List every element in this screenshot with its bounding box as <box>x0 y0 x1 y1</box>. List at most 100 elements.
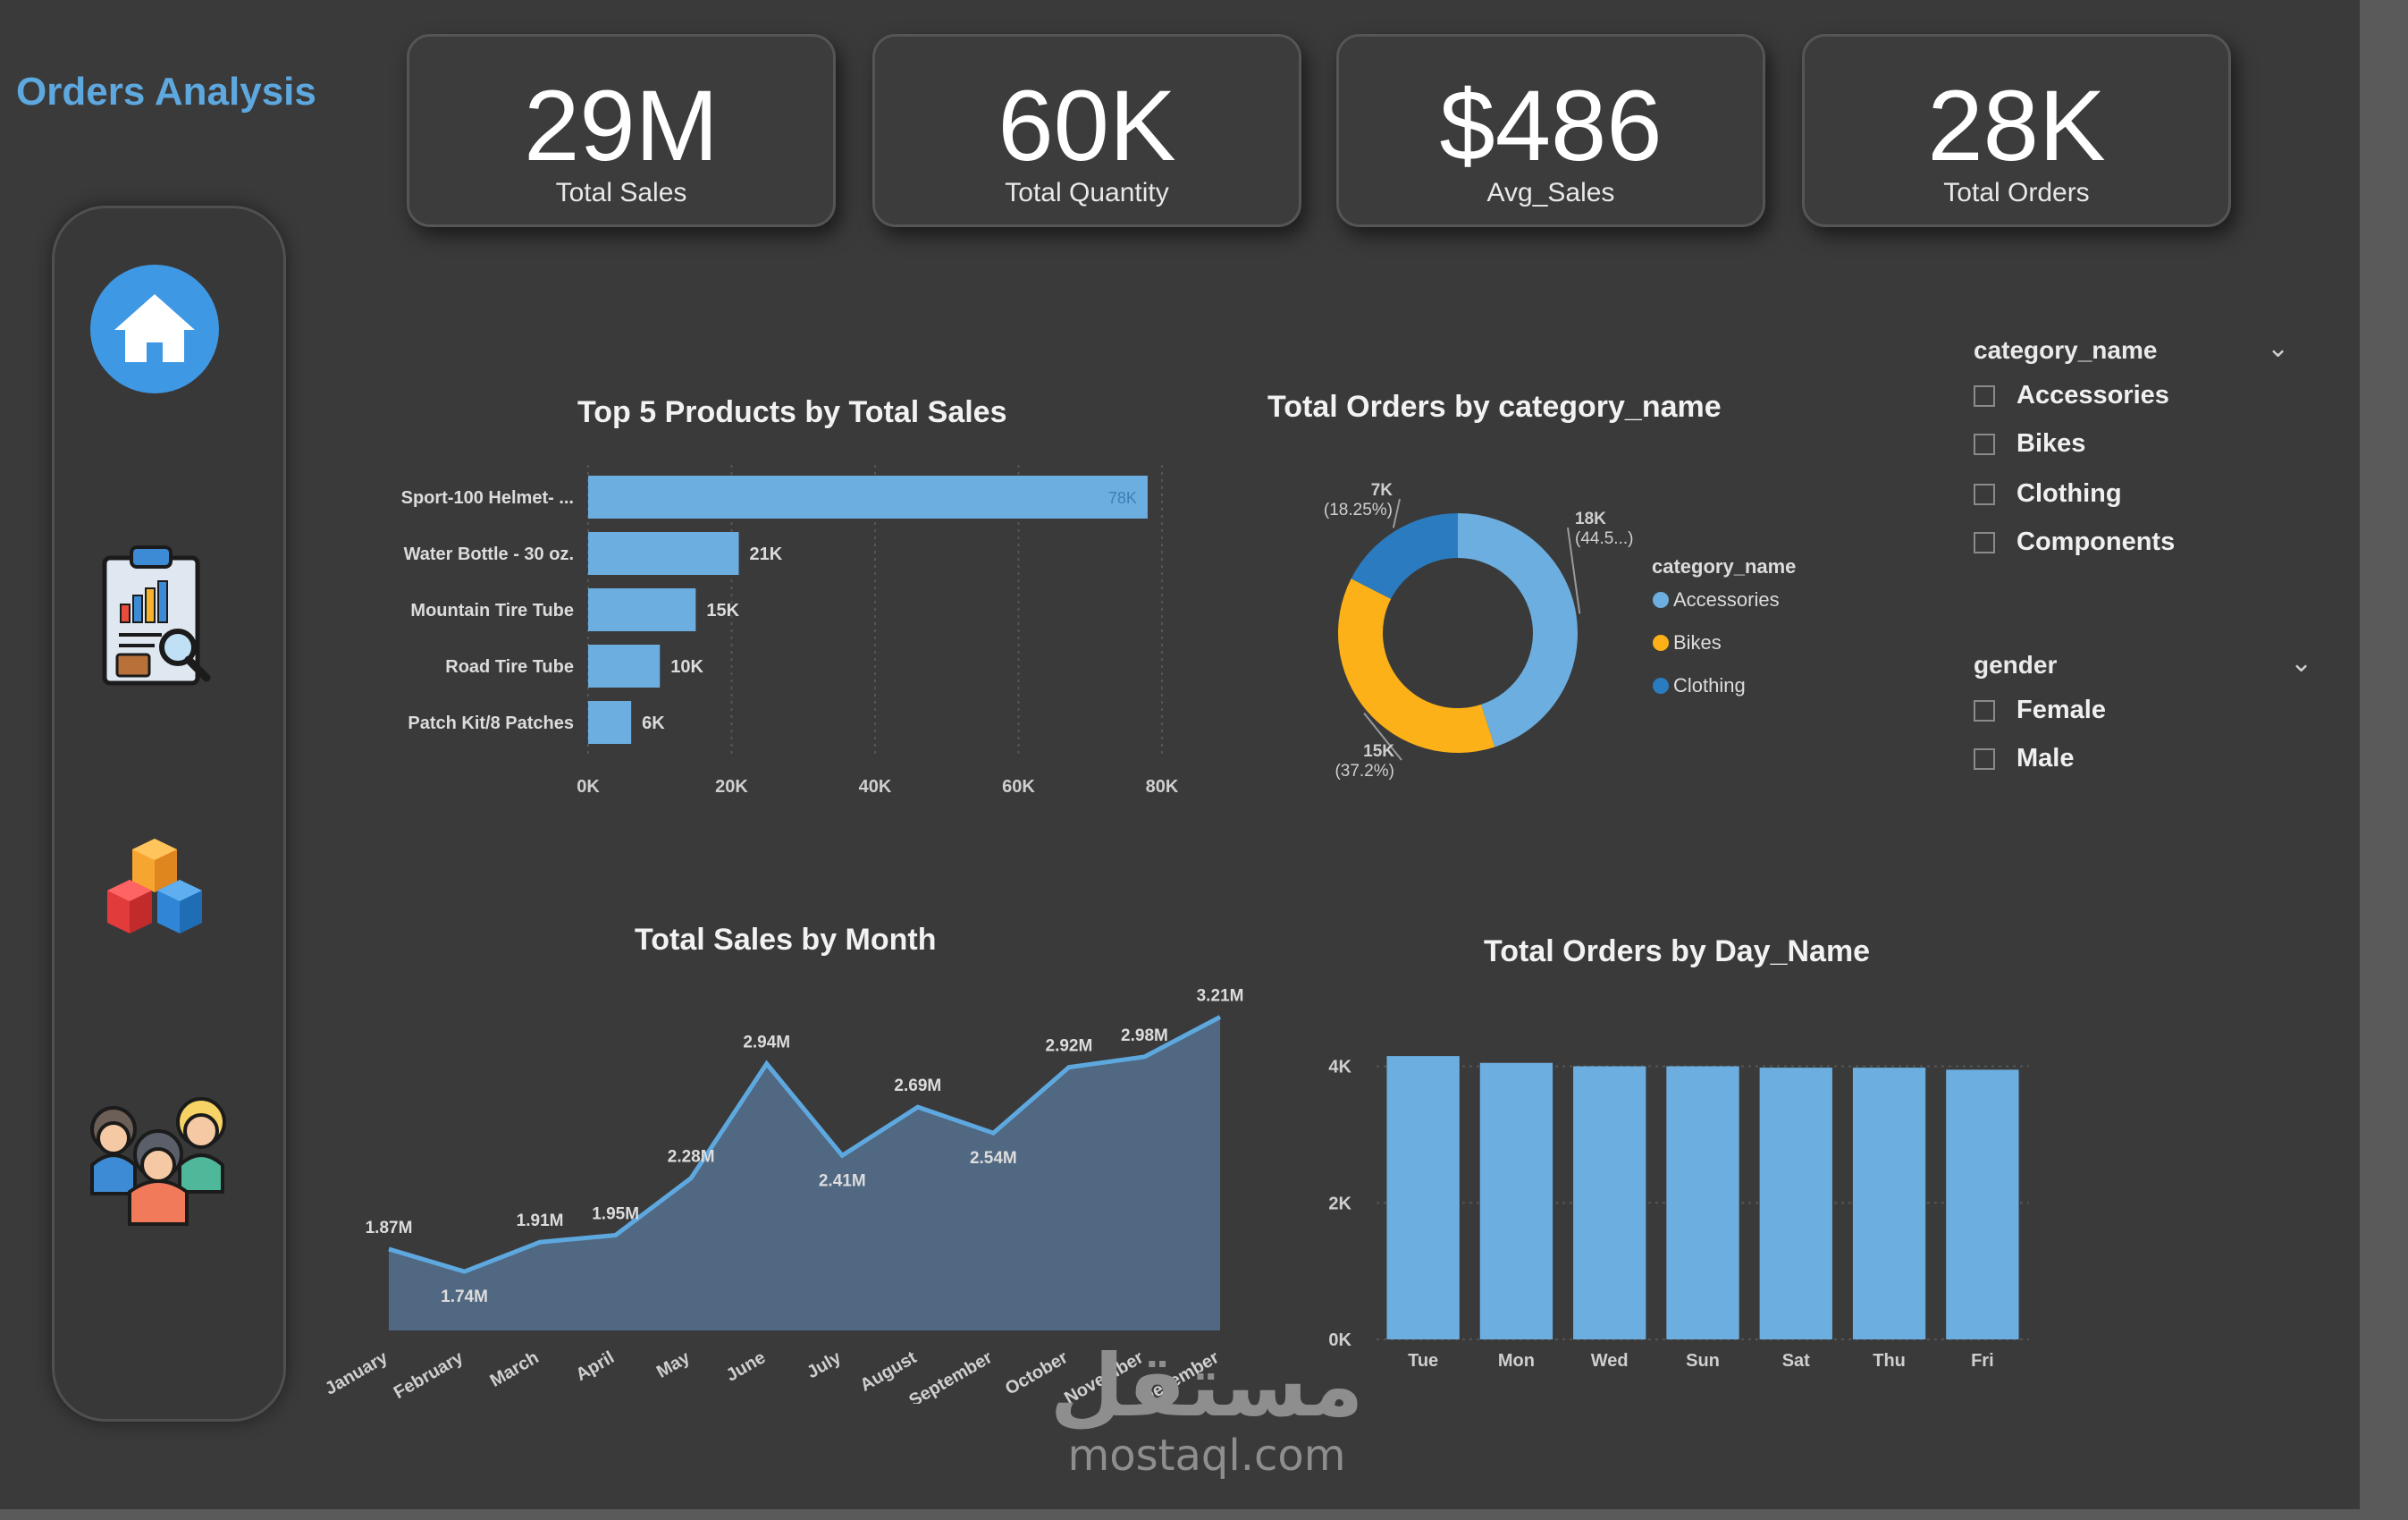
chart-title-orders-by-day: Total Orders by Day_Name <box>1484 934 1871 968</box>
x-tick-label: June <box>723 1347 769 1385</box>
home-icon <box>90 265 219 393</box>
slicer-option-bikes[interactable]: Bikes <box>1974 429 2085 459</box>
callout-line <box>1363 712 1402 761</box>
donut-slice <box>1338 578 1495 753</box>
checkbox[interactable] <box>1974 699 1995 722</box>
y-tick-label: 4K <box>1328 1058 1351 1077</box>
checkbox[interactable] <box>1974 747 1995 770</box>
nav-report-button[interactable] <box>83 539 226 691</box>
slicer-option-male[interactable]: Male <box>1974 744 2074 773</box>
slicer-category-title: category_name <box>1974 336 2158 364</box>
slicer-option-female[interactable]: Female <box>1974 696 2106 725</box>
slicer-option-label: Female <box>2016 696 2106 724</box>
category-label: Sport-100 Helmet- ... <box>401 488 574 508</box>
slicer-option-clothing[interactable]: Clothing <box>1974 479 2122 509</box>
slicer-option-label: Accessories <box>2016 381 2169 410</box>
x-tick-label: 20K <box>715 777 748 797</box>
slicer-option-label: Components <box>2016 528 2176 556</box>
chart-title-sales-by-month: Total Sales by Month <box>635 923 937 957</box>
nav-home-button[interactable] <box>83 258 226 401</box>
percent-label: (37.2%) <box>1335 762 1394 781</box>
kpi-label: Total Orders <box>1943 178 2090 207</box>
report-analysis-icon <box>102 545 211 685</box>
legend-label: Bikes <box>1673 631 1722 654</box>
watermark-latin: mostaql.com <box>1067 1431 1346 1481</box>
kpi-value: 60K <box>998 70 1176 182</box>
donut-slice <box>1458 513 1578 747</box>
x-tick-label: Fri <box>1971 1351 1994 1371</box>
x-tick-label: Sat <box>1782 1351 1810 1371</box>
chart-title-orders-by-category: Total Orders by category_name <box>1267 390 1722 424</box>
data-label: 1.91M <box>517 1212 564 1230</box>
kpi-card-total-orders: 28K Total Orders <box>1802 34 2231 227</box>
checkbox[interactable] <box>1974 483 1995 505</box>
customers-group-icon <box>90 1097 226 1226</box>
y-tick-label: 0K <box>1328 1330 1351 1350</box>
legend-marker <box>1653 635 1669 651</box>
category-label: Mountain Tire Tube <box>410 601 574 621</box>
kpi-label: Avg_Sales <box>1486 178 1615 207</box>
slicer-option-components[interactable]: Components <box>1974 528 2175 557</box>
kpi-card-total-quantity: 60K Total Quantity <box>872 34 1301 227</box>
chevron-down-icon[interactable]: ⌄ <box>2290 648 2313 678</box>
x-tick-label: September <box>905 1347 996 1404</box>
data-label: 2.98M <box>1121 1026 1168 1045</box>
data-label: 2.28M <box>668 1148 715 1167</box>
chevron-down-icon[interactable]: ⌄ <box>2267 334 2290 363</box>
data-label: 15K <box>706 601 739 621</box>
x-tick-label: 40K <box>859 777 892 797</box>
x-tick-label: 0K <box>577 777 600 797</box>
percent-label: (44.5...) <box>1575 529 1633 548</box>
data-label: 2.92M <box>1046 1037 1093 1056</box>
data-label: 3.21M <box>1197 986 1244 1005</box>
watermark-arabic: مستقل <box>1049 1336 1364 1436</box>
x-tick-label: 60K <box>1002 777 1035 797</box>
x-tick-label: August <box>857 1347 921 1396</box>
column <box>1573 1066 1646 1339</box>
data-label: 2.54M <box>970 1149 1017 1168</box>
data-label: 15K <box>1363 742 1394 761</box>
data-label: 2.41M <box>819 1171 866 1190</box>
legend-marker <box>1653 592 1669 608</box>
column <box>1759 1068 1832 1339</box>
watermark: مستقل mostaql.com <box>1046 1341 1368 1481</box>
kpi-label: Total Sales <box>555 178 687 207</box>
window-frame-bottom <box>0 1509 2408 1520</box>
data-label: 21K <box>750 545 783 564</box>
checkbox[interactable] <box>1974 384 1995 407</box>
column <box>1666 1066 1739 1339</box>
data-label: 2.69M <box>894 1077 941 1095</box>
bar <box>588 532 739 575</box>
kpi-card-avg-sales: $486 Avg_Sales <box>1336 34 1765 227</box>
sales-by-month-area-chart: 1.87M January 1.74M February 1.91M March 1.95M… <box>322 986 1244 1404</box>
slicer-option-label: Bikes <box>2016 429 2086 458</box>
category-label: Patch Kit/8 Patches <box>408 714 574 733</box>
x-tick-label: March <box>487 1347 543 1391</box>
callout-line <box>1392 498 1401 528</box>
column <box>1946 1069 2019 1339</box>
nav-products-button[interactable] <box>83 825 226 968</box>
kpi-value: 28K <box>1927 70 2106 182</box>
checkbox[interactable] <box>1974 531 1995 553</box>
checkbox[interactable] <box>1974 433 1995 455</box>
sidebar-nav <box>52 206 286 1422</box>
nav-customers-button[interactable] <box>74 1058 244 1228</box>
data-label: 10K <box>670 657 703 677</box>
data-label: 1.87M <box>366 1219 413 1237</box>
slicer-option-label: Male <box>2016 744 2075 773</box>
x-tick-label: Tue <box>1408 1351 1438 1371</box>
area-fill <box>389 1017 1220 1330</box>
data-label: 78K <box>1108 489 1137 507</box>
bar <box>588 588 696 631</box>
legend-label: Accessories <box>1673 588 1780 611</box>
donut-slice <box>1351 513 1458 599</box>
x-tick-label: Mon <box>1498 1351 1535 1371</box>
product-cubes-icon <box>107 839 202 933</box>
column <box>1479 1062 1553 1339</box>
slicer-option-accessories[interactable]: Accessories <box>1974 381 2169 410</box>
kpi-label: Total Quantity <box>1005 178 1169 207</box>
kpi-value: $486 <box>1439 70 1663 182</box>
column <box>1386 1056 1460 1339</box>
page-title: Orders Analysis <box>16 70 316 114</box>
kpi-value: 29M <box>524 70 719 182</box>
